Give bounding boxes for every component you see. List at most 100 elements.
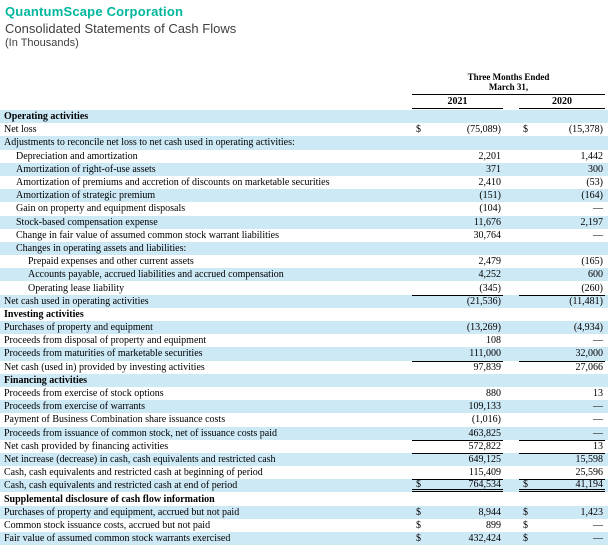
- value-cell-2021: [412, 308, 503, 321]
- table-row: Supplemental disclosure of cash flow inf…: [0, 492, 608, 506]
- cell-value: 600: [588, 269, 603, 281]
- value-cell-2020: —: [519, 400, 605, 413]
- table-row: Accounts payable, accrued liabilities an…: [0, 268, 608, 282]
- column-gap: [503, 136, 519, 149]
- table-row: Proceeds from maturities of marketable s…: [0, 347, 608, 361]
- column-gap: [503, 281, 519, 294]
- header-spacer: [0, 72, 412, 95]
- row-label: Net cash (used in) provided by investing…: [4, 361, 205, 373]
- row-label: Payment of Business Combination share is…: [4, 414, 226, 426]
- value-cell-2020: —: [519, 413, 605, 426]
- row-label: Depreciation and amortization: [16, 150, 138, 162]
- cell-value: (53): [586, 177, 603, 189]
- row-label: Purchases of property and equipment: [4, 322, 153, 334]
- column-gap: [503, 255, 519, 268]
- value-cell-2021: 649,125: [412, 452, 503, 466]
- value-cell-2021: (13,269): [412, 321, 503, 334]
- cell-value: 8,944: [478, 506, 502, 518]
- dollar-sign: $: [523, 506, 528, 518]
- units-note: (In Thousands): [5, 37, 79, 49]
- table-row: Purchases of property and equipment, acc…: [0, 505, 608, 519]
- column-gap: [503, 440, 519, 453]
- cell-value: —: [593, 427, 603, 439]
- cell-value: 27,066: [575, 362, 604, 374]
- value-cell-2020: $ —: [519, 519, 605, 532]
- value-cell-2020: (4,934): [519, 321, 605, 334]
- value-cell-2020: 1,442: [519, 150, 605, 163]
- cell-value: —: [593, 414, 603, 426]
- table-row: Net cash provided by financing activitie…: [0, 439, 608, 453]
- value-cell-2020: [519, 492, 605, 505]
- value-cell-2020: 25,596: [519, 466, 605, 479]
- value-cell-2021: 111,000: [412, 347, 503, 360]
- cell-value: 4,252: [478, 269, 502, 281]
- row-label: Changes in operating assets and liabilit…: [16, 242, 187, 254]
- column-gap: [503, 361, 519, 374]
- company-name: QuantumScape Corporation: [5, 4, 184, 19]
- table-row: Proceeds from exercise of stock options 8…: [0, 386, 608, 401]
- column-gap: [503, 466, 519, 479]
- value-cell-2021: 463,825: [412, 427, 503, 440]
- cell-value: 32,000: [575, 348, 604, 360]
- value-cell-2020: 600: [519, 268, 605, 281]
- value-cell-2020: $41,194: [519, 479, 605, 493]
- value-cell-2021: (21,536): [412, 294, 503, 308]
- value-cell-2020: [519, 242, 605, 255]
- cell-value: 11,676: [473, 216, 501, 228]
- row-label: Proceeds from disposal of property and e…: [4, 335, 207, 347]
- cell-value: 108: [486, 335, 501, 347]
- cell-value: 300: [588, 163, 603, 175]
- table-row: Net cash used in operating activities (21…: [0, 294, 608, 308]
- value-cell-2021: $764,534: [412, 479, 503, 493]
- year-column-2021: 2021: [412, 96, 503, 109]
- row-label: Cash, cash equivalents and restricted ca…: [4, 467, 263, 479]
- value-cell-2020: 2,197: [519, 216, 605, 229]
- dollar-sign: $: [523, 479, 528, 491]
- cell-value: (151): [479, 190, 501, 202]
- document-header: QuantumScape Corporation Consolidated St…: [0, 0, 608, 50]
- value-cell-2020: 13: [519, 387, 605, 400]
- value-cell-2020: 27,066: [519, 360, 605, 374]
- value-cell-2021: 108: [412, 334, 503, 347]
- cell-value: (13,269): [466, 322, 501, 334]
- value-cell-2021: $899: [412, 519, 503, 532]
- cell-value: (21,536): [466, 296, 501, 308]
- cell-value: 572,822: [468, 441, 502, 453]
- row-label: Proceeds from maturities of marketable s…: [4, 348, 203, 360]
- row-label: Net increase (decrease) in cash, cash eq…: [4, 453, 276, 465]
- value-cell-2020: —: [519, 427, 605, 440]
- row-label: Net cash provided by financing activitie…: [4, 440, 169, 452]
- cell-value: 97,839: [473, 362, 502, 374]
- table-row: Amortization of premiums and accretion o…: [0, 175, 608, 190]
- cell-value: 2,479: [478, 256, 502, 268]
- document-title: Consolidated Statements of Cash Flows: [5, 21, 237, 36]
- cell-value: 15,598: [575, 454, 604, 466]
- row-label: Amortization of strategic premium: [16, 190, 156, 202]
- table-row: Common stock issuance costs, accrued but…: [0, 518, 608, 532]
- value-cell-2021: $432,424: [412, 532, 503, 545]
- dollar-sign: $: [416, 533, 421, 545]
- value-cell-2020: [519, 308, 605, 321]
- cell-value: 899: [486, 519, 501, 531]
- column-gap: [503, 519, 519, 532]
- cell-value: 111,000: [469, 348, 501, 360]
- table-row: Depreciation and amortization 2,201 1,442: [0, 149, 608, 163]
- row-label: Purchases of property and equipment, acc…: [4, 506, 240, 518]
- value-cell-2021: [412, 242, 503, 255]
- cell-value: —: [593, 519, 603, 531]
- column-gap: [503, 295, 519, 308]
- value-cell-2020: —: [519, 202, 605, 215]
- row-label: Common stock issuance costs, accrued but…: [4, 519, 211, 531]
- cell-value: 2,197: [580, 216, 604, 228]
- value-cell-2020: 300: [519, 163, 605, 176]
- value-cell-2020: (53): [519, 176, 605, 189]
- value-cell-2021: (1,016): [412, 413, 503, 426]
- table-row: Gain on property and equipment disposals…: [0, 202, 608, 216]
- column-gap: [503, 321, 519, 334]
- value-cell-2021: 2,410: [412, 176, 503, 189]
- table-row: Prepaid expenses and other current asset…: [0, 255, 608, 269]
- column-gap: [503, 96, 519, 109]
- value-cell-2021: [412, 374, 503, 387]
- column-gap: [503, 387, 519, 400]
- period-header-line2: March 31,: [488, 82, 529, 92]
